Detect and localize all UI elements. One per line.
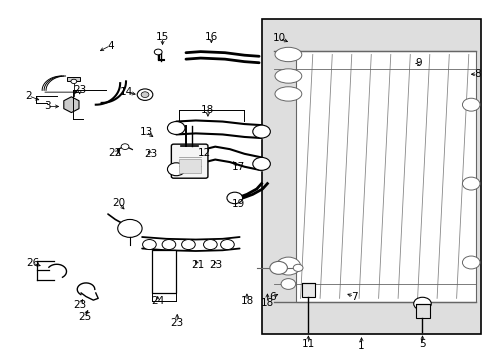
Text: 2: 2 xyxy=(25,91,32,101)
Circle shape xyxy=(462,98,479,111)
Text: 17: 17 xyxy=(231,162,245,172)
Ellipse shape xyxy=(274,87,301,101)
Text: 6: 6 xyxy=(269,292,276,302)
Circle shape xyxy=(462,177,479,190)
Circle shape xyxy=(226,192,242,204)
Text: 22: 22 xyxy=(108,148,122,158)
Text: 18: 18 xyxy=(201,105,214,115)
FancyBboxPatch shape xyxy=(171,144,207,178)
Text: 26: 26 xyxy=(26,258,39,268)
Circle shape xyxy=(142,239,156,249)
Bar xyxy=(295,51,475,302)
Text: 16: 16 xyxy=(204,32,218,42)
Ellipse shape xyxy=(274,69,301,83)
Bar xyxy=(415,304,429,318)
Text: 7: 7 xyxy=(350,292,357,302)
Bar xyxy=(261,19,480,334)
Polygon shape xyxy=(63,97,79,113)
Text: 13: 13 xyxy=(139,127,152,136)
Circle shape xyxy=(121,144,129,149)
Circle shape xyxy=(162,239,175,249)
Text: 12: 12 xyxy=(198,148,211,158)
Ellipse shape xyxy=(274,47,301,62)
Text: 19: 19 xyxy=(231,199,245,210)
Circle shape xyxy=(154,49,162,55)
Text: 24: 24 xyxy=(151,296,164,306)
Circle shape xyxy=(269,261,287,274)
Circle shape xyxy=(71,79,77,84)
Text: 4: 4 xyxy=(107,41,114,50)
Text: 18: 18 xyxy=(260,298,273,308)
Circle shape xyxy=(181,239,195,249)
Circle shape xyxy=(220,239,234,249)
Circle shape xyxy=(252,125,270,138)
Text: 21: 21 xyxy=(191,260,204,270)
Circle shape xyxy=(462,256,479,269)
Bar xyxy=(301,283,315,297)
Bar xyxy=(178,159,200,173)
Text: 8: 8 xyxy=(473,69,480,79)
Text: 15: 15 xyxy=(156,32,169,42)
Text: 23: 23 xyxy=(73,85,86,95)
Circle shape xyxy=(413,297,430,310)
Text: 23: 23 xyxy=(209,260,223,270)
Text: 20: 20 xyxy=(112,198,125,208)
Circle shape xyxy=(167,163,184,176)
Circle shape xyxy=(203,239,217,249)
Text: 1: 1 xyxy=(358,341,364,351)
Text: 11: 11 xyxy=(301,339,314,349)
Circle shape xyxy=(118,220,142,237)
Text: 23: 23 xyxy=(170,318,183,328)
Text: 14: 14 xyxy=(120,87,133,97)
Text: 9: 9 xyxy=(415,58,422,68)
Circle shape xyxy=(167,122,184,134)
Circle shape xyxy=(137,89,153,100)
Text: 23: 23 xyxy=(144,149,157,159)
Circle shape xyxy=(281,279,295,289)
Circle shape xyxy=(276,257,300,275)
Circle shape xyxy=(252,157,270,170)
Bar xyxy=(152,250,176,293)
Text: 18: 18 xyxy=(240,296,253,306)
Text: 5: 5 xyxy=(418,339,425,349)
Text: 3: 3 xyxy=(43,102,50,112)
Circle shape xyxy=(141,92,149,98)
Bar xyxy=(67,77,80,81)
Text: 10: 10 xyxy=(272,33,285,43)
Text: 23: 23 xyxy=(73,300,86,310)
Circle shape xyxy=(293,264,303,271)
Text: 25: 25 xyxy=(78,312,91,322)
